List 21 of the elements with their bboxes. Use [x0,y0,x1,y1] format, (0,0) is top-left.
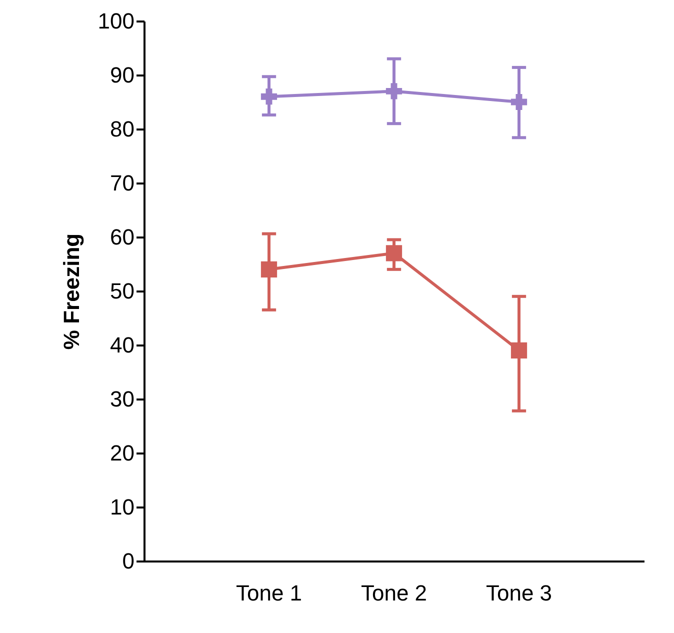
point [510,94,528,110]
y-tick-label: 60 [110,224,134,250]
y-axis-title: % Freezing [58,233,84,350]
y-tick-label: 100 [98,8,134,34]
y-tick-label: 30 [110,386,134,412]
x-tick-label: Tone 2 [360,580,428,606]
y-tick-label: 90 [110,62,134,88]
x-tick-label: Tone 3 [486,580,552,606]
y-tick-label: 50 [110,278,134,304]
x-tick-label: Tone 1 [236,580,302,606]
point [260,261,278,278]
point [510,342,528,358]
y-tick-label: 0 [122,548,134,574]
y-tick-label: 20 [110,440,134,466]
point [386,245,402,262]
y-tick-label: 80 [110,116,134,142]
point [386,83,402,100]
point [260,88,278,105]
y-tick-label: 10 [110,494,134,520]
y-tick-label: 70 [110,170,134,196]
y-tick-label: 40 [110,332,134,358]
